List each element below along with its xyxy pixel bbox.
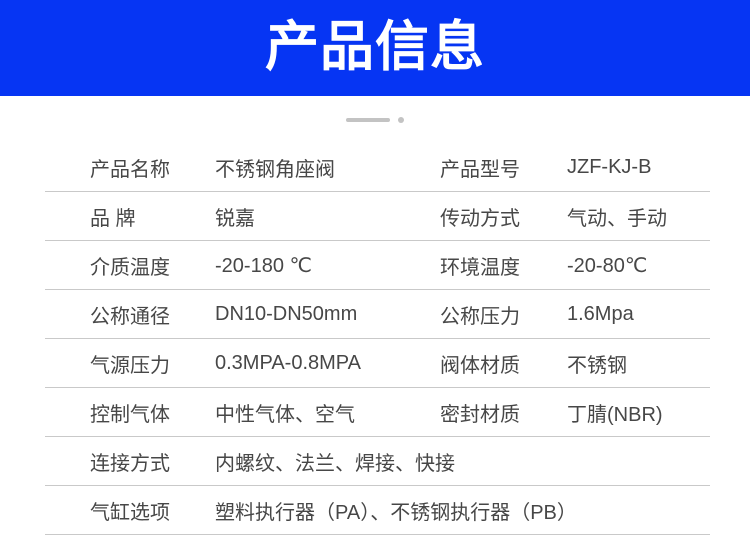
- table-row: 品 牌 锐嘉 传动方式 气动、手动: [45, 192, 710, 241]
- spec-cell: 公称通径 DN10-DN50mm: [90, 300, 440, 329]
- spec-label: 产品名称: [90, 158, 170, 181]
- header-banner: 产品信息: [0, 0, 750, 96]
- spec-value: 锐嘉: [215, 207, 255, 230]
- decoration-dash: [346, 118, 390, 122]
- spec-label: 环境温度: [440, 256, 520, 279]
- spec-value: 不锈钢: [567, 354, 627, 377]
- table-row: 连接方式 内螺纹、法兰、焊接、快接: [45, 437, 710, 486]
- spec-value: 中性气体、空气: [215, 403, 355, 426]
- spec-label: 公称压力: [440, 305, 520, 328]
- spec-label: 介质温度: [90, 256, 170, 279]
- spec-value: JZF-KJ-B: [567, 155, 652, 178]
- spec-table: 产品名称 不锈钢角座阀 产品型号 JZF-KJ-B 品 牌 锐嘉 传动方式 气动…: [45, 143, 710, 535]
- spec-label: 传动方式: [440, 207, 520, 230]
- spec-cell: 产品型号 JZF-KJ-B: [440, 153, 710, 182]
- spec-cell: 连接方式 内螺纹、法兰、焊接、快接: [90, 447, 710, 476]
- spec-label: 气源压力: [90, 354, 170, 377]
- page-title: 产品信息: [265, 14, 485, 78]
- spec-cell: 密封材质 丁腈(NBR): [440, 398, 710, 427]
- spec-value: 气动、手动: [567, 207, 667, 230]
- spec-label: 公称通径: [90, 305, 170, 328]
- spec-cell: 控制气体 中性气体、空气: [90, 398, 440, 427]
- spec-label: 产品型号: [440, 158, 520, 181]
- spec-cell: 品 牌 锐嘉: [90, 202, 440, 231]
- spec-value: -20-80℃: [567, 254, 648, 277]
- spec-cell: 气源压力 0.3MPA-0.8MPA: [90, 349, 440, 378]
- spec-label: 控制气体: [90, 403, 170, 426]
- title-decoration: [0, 116, 750, 124]
- spec-label: 气缸选项: [90, 501, 170, 524]
- table-row: 气源压力 0.3MPA-0.8MPA 阀体材质 不锈钢: [45, 339, 710, 388]
- spec-label: 阀体材质: [440, 354, 520, 377]
- spec-value: 不锈钢角座阀: [215, 158, 335, 181]
- decoration-dot: [398, 117, 404, 123]
- spec-cell: 传动方式 气动、手动: [440, 202, 710, 231]
- spec-cell: 气缸选项 塑料执行器（PA）、不锈钢执行器（PB）: [90, 496, 710, 525]
- table-row: 控制气体 中性气体、空气 密封材质 丁腈(NBR): [45, 388, 710, 437]
- spec-label: 连接方式: [90, 452, 170, 475]
- spec-value: 1.6Mpa: [567, 302, 634, 325]
- spec-cell: 介质温度 -20-180 ℃: [90, 251, 440, 280]
- table-row: 公称通径 DN10-DN50mm 公称压力 1.6Mpa: [45, 290, 710, 339]
- spec-cell: 环境温度 -20-80℃: [440, 251, 710, 280]
- spec-value: -20-180 ℃: [215, 254, 312, 277]
- spec-value: 0.3MPA-0.8MPA: [215, 351, 361, 374]
- spec-label: 密封材质: [440, 403, 520, 426]
- spec-value: 塑料执行器（PA）、不锈钢执行器（PB）: [215, 501, 577, 524]
- spec-cell: 阀体材质 不锈钢: [440, 349, 710, 378]
- table-row: 气缸选项 塑料执行器（PA）、不锈钢执行器（PB）: [45, 486, 710, 535]
- spec-value: DN10-DN50mm: [215, 302, 358, 325]
- spec-value: 内螺纹、法兰、焊接、快接: [215, 452, 455, 475]
- spec-value: 丁腈(NBR): [567, 403, 663, 426]
- spec-label: 品 牌: [90, 207, 136, 230]
- table-row: 介质温度 -20-180 ℃ 环境温度 -20-80℃: [45, 241, 710, 290]
- table-row: 产品名称 不锈钢角座阀 产品型号 JZF-KJ-B: [45, 143, 710, 192]
- spec-cell: 产品名称 不锈钢角座阀: [90, 153, 440, 182]
- spec-cell: 公称压力 1.6Mpa: [440, 300, 710, 329]
